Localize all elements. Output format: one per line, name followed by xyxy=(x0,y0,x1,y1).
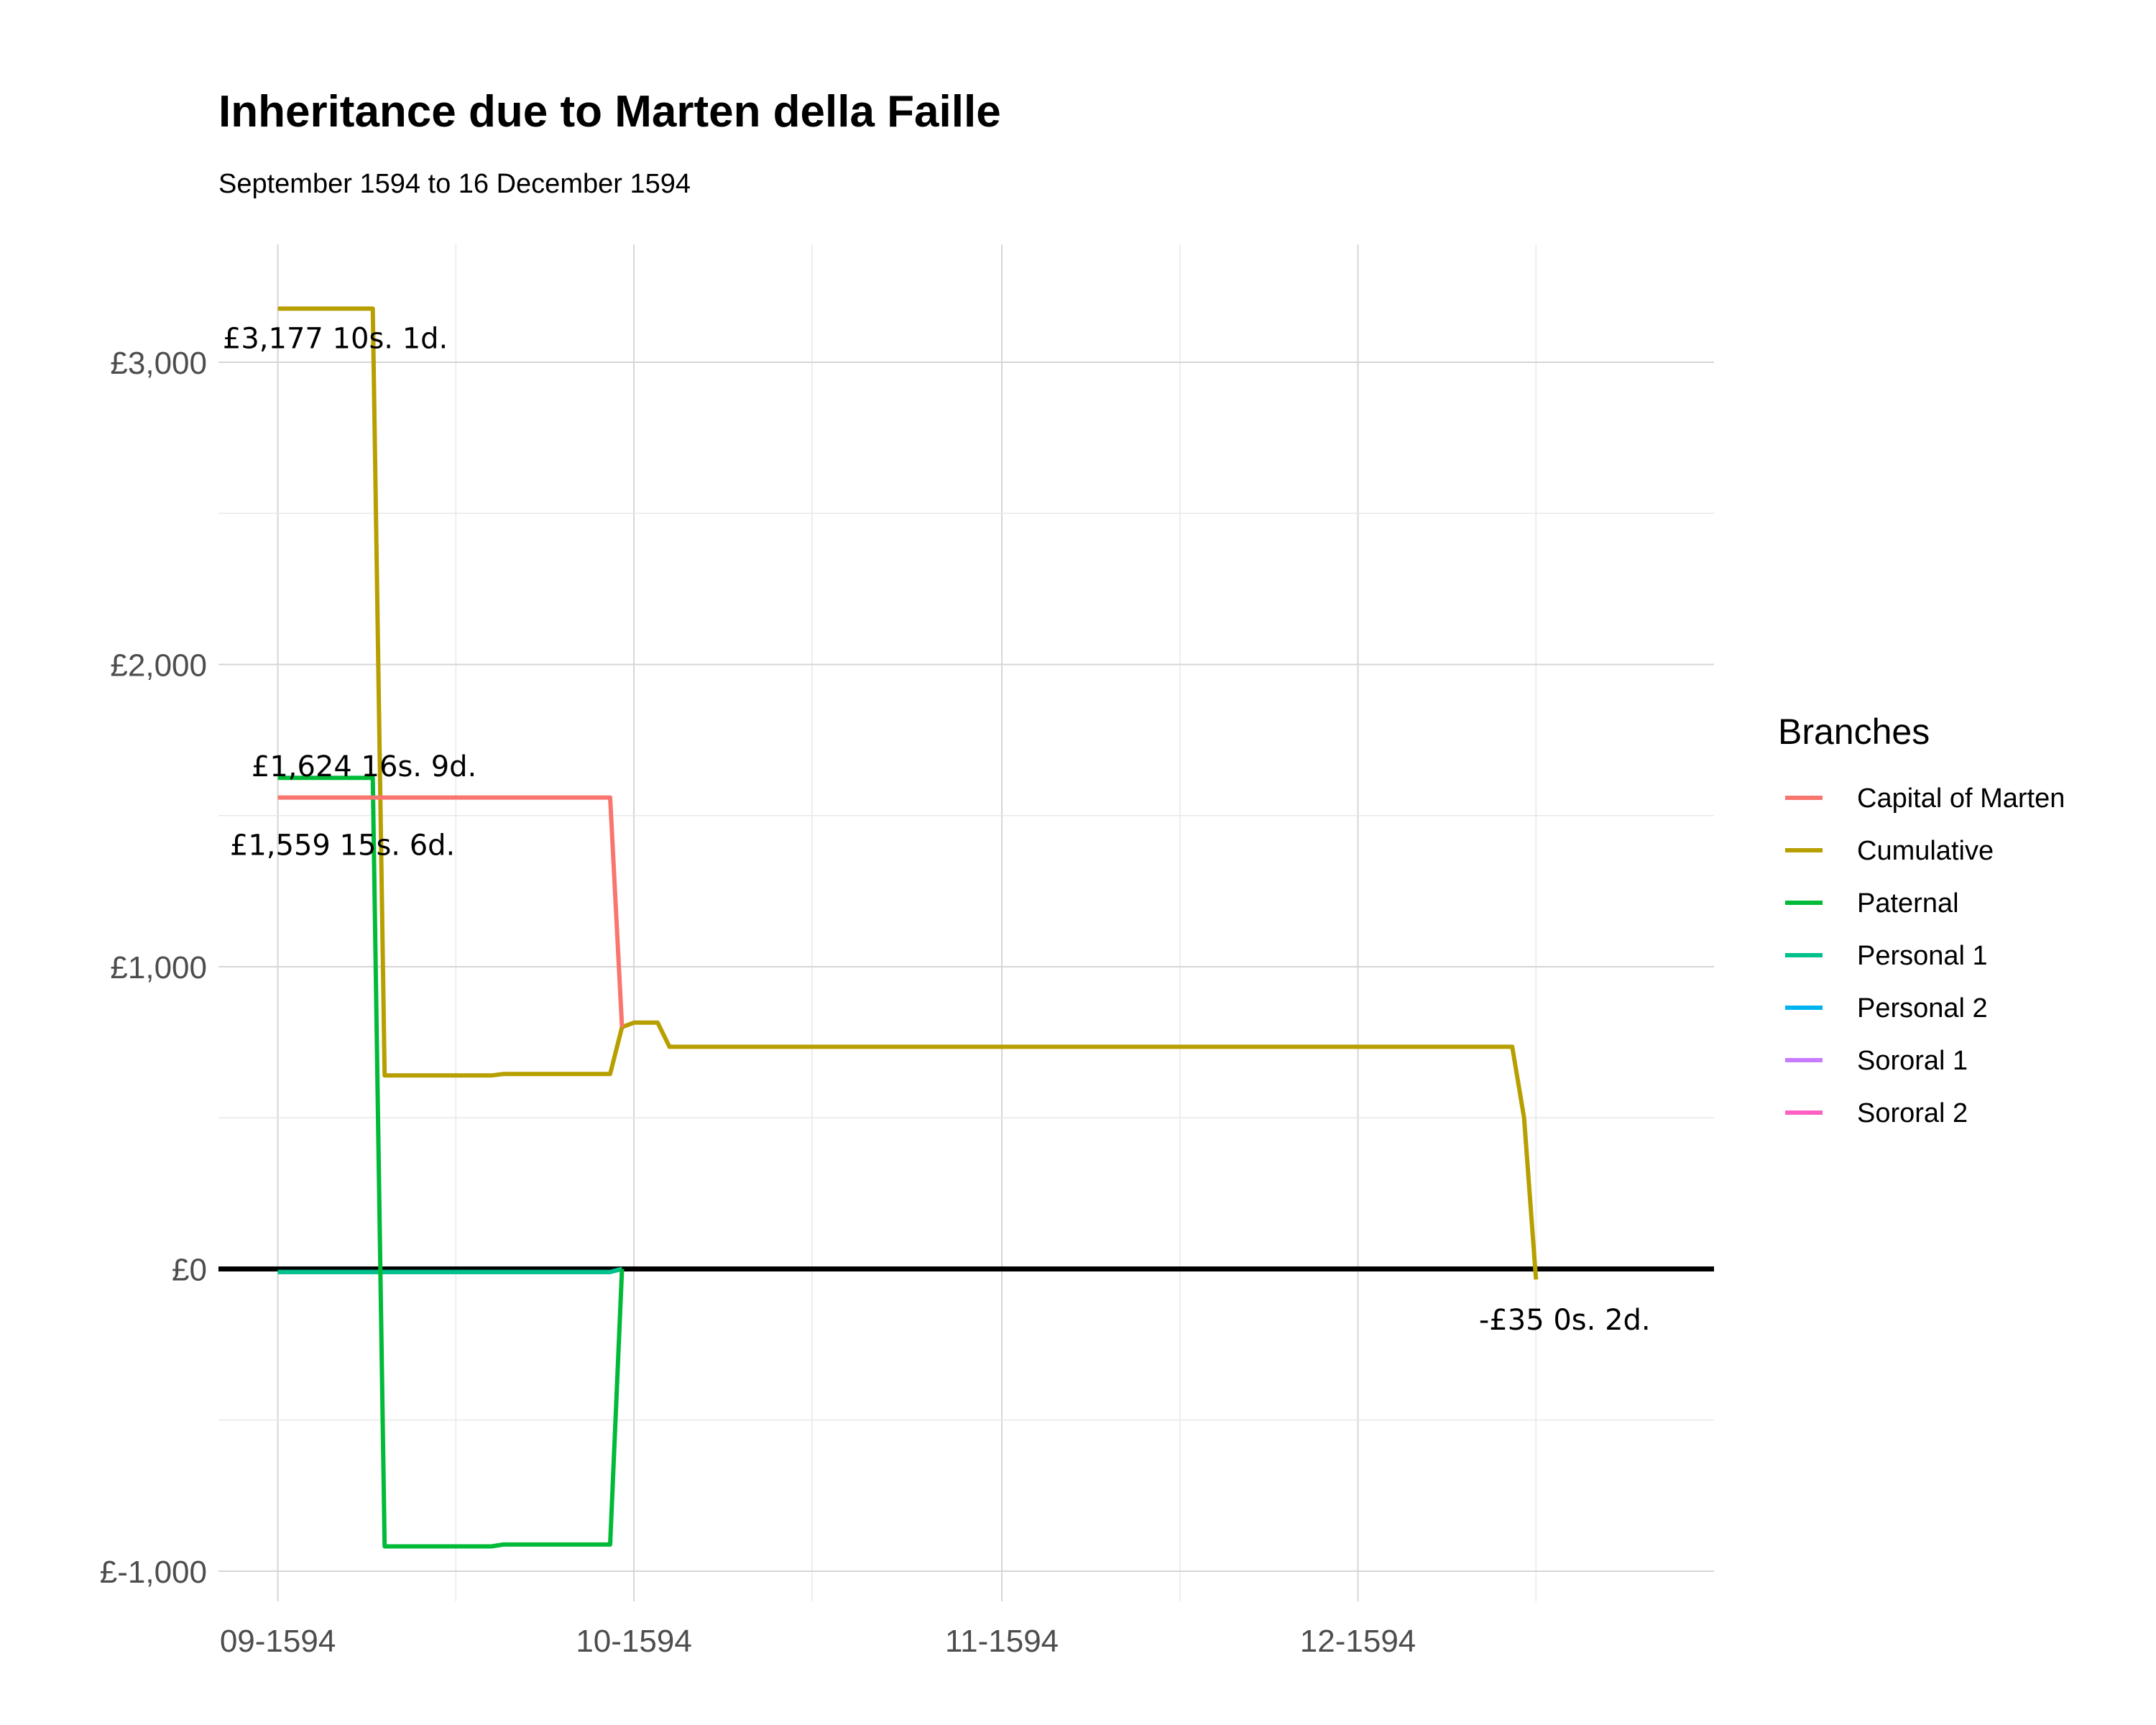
data-label: £3,177 10s. 1d. xyxy=(223,322,448,355)
data-label: £1,559 15s. 6d. xyxy=(230,829,455,862)
legend-items: Capital of Marten Cumulative Paternal Perso… xyxy=(1785,783,2065,1128)
plot-area: £3,177 10s. 1d. £1,624 16s. 9d. £1,559 15s… xyxy=(218,244,1714,1601)
legend-label: Personal 2 xyxy=(1857,993,1988,1024)
annotations: £3,177 10s. 1d. £1,624 16s. 9d. £1,559 15s… xyxy=(223,322,1651,1337)
x-tick-label: 09-1594 xyxy=(220,1624,336,1659)
x-axis: 09-1594 10-1594 11-1594 12-1594 xyxy=(220,1624,1416,1659)
legend-label: Sororal 2 xyxy=(1857,1098,1968,1128)
x-tick-label: 11-1594 xyxy=(945,1624,1059,1659)
series-line-capital-of-marten xyxy=(277,795,625,1028)
legend-label: Capital of Marten xyxy=(1857,783,2065,814)
legend-label: Cumulative xyxy=(1857,836,1994,866)
x-tick-label: 12-1594 xyxy=(1300,1624,1416,1659)
data-label: -£35 0s. 2d. xyxy=(1479,1304,1651,1337)
series-lines xyxy=(277,306,1539,1549)
series-line-cumulative xyxy=(277,306,1539,1280)
series-line-paternal xyxy=(277,776,625,1549)
y-axis: £-1,000 £0 £1,000 £2,000 £3,000 xyxy=(100,346,207,1590)
y-tick-label: £2,000 xyxy=(110,648,207,683)
y-tick-label: £0 xyxy=(172,1252,207,1287)
y-tick-label: £1,000 xyxy=(110,950,207,985)
legend-title: Branches xyxy=(1778,712,1930,752)
data-label: £1,624 16s. 9d. xyxy=(252,750,476,783)
legend-label: Paternal xyxy=(1857,888,1959,919)
series-line-personal-1 xyxy=(277,1266,623,1274)
legend: Branches Capital of Marten Cumulative Pate… xyxy=(1778,712,2065,1128)
y-tick-label: £-1,000 xyxy=(100,1555,207,1590)
gridlines xyxy=(218,244,1714,1601)
legend-label: Sororal 1 xyxy=(1857,1046,1968,1076)
chart-subtitle: September 1594 to 16 December 1594 xyxy=(218,169,691,199)
x-tick-label: 10-1594 xyxy=(576,1624,691,1659)
chart-title: Inheritance due to Marten della Faille xyxy=(218,87,1001,137)
y-tick-label: £3,000 xyxy=(110,346,207,381)
legend-label: Personal 1 xyxy=(1857,941,1988,971)
